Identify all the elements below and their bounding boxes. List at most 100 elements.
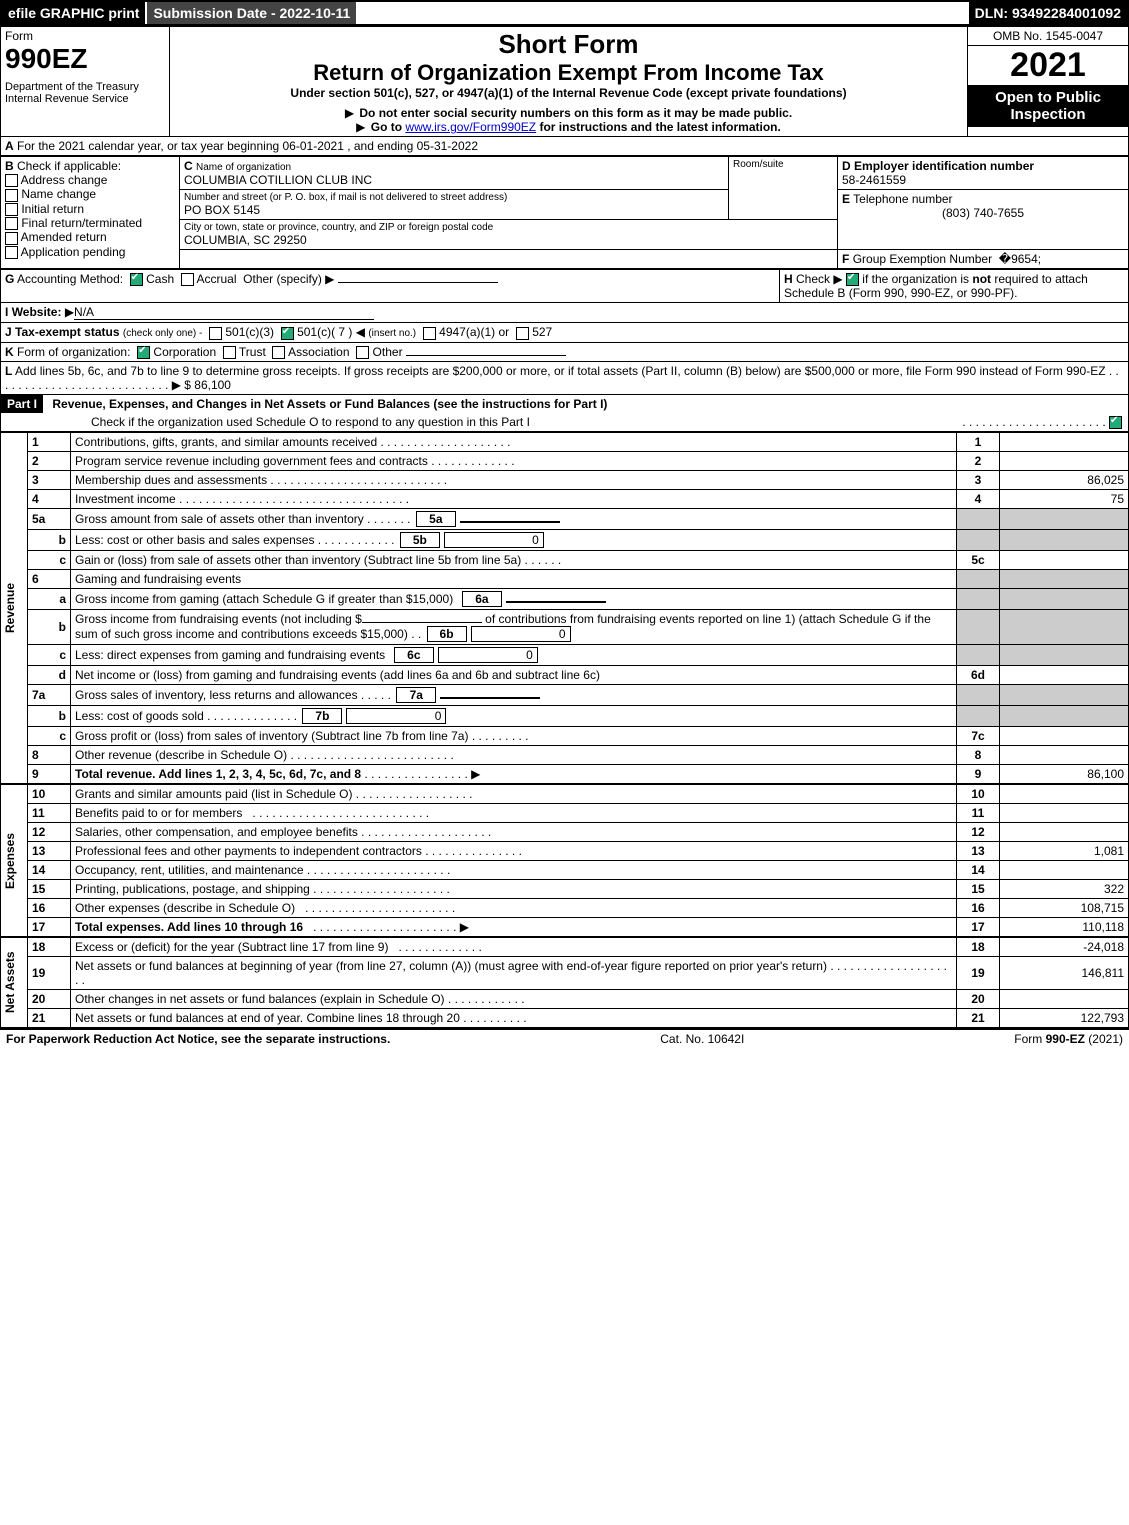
net-assets-section: Net Assets 18Excess or (deficit) for the… (0, 937, 1129, 1028)
revenue-side-label: Revenue (0, 432, 28, 784)
line-2-desc: Program service revenue including govern… (75, 454, 428, 468)
line-15: 15Printing, publications, postage, and s… (28, 879, 1129, 898)
top-header-bar: efile GRAPHIC print Submission Date - 20… (0, 0, 1129, 26)
section-h-not: not (972, 272, 991, 286)
line-11-val (1000, 803, 1129, 822)
checkbox-accrual[interactable] (181, 273, 194, 286)
line-1-desc: Contributions, gifts, grants, and simila… (75, 435, 377, 449)
line-6a-desc: Gross income from gaming (attach Schedul… (75, 592, 453, 606)
line-20-val (1000, 989, 1129, 1008)
line-6c-mini: 0 (438, 647, 538, 663)
line-3-desc: Membership dues and assessments (75, 473, 267, 487)
line-6b-blank[interactable] (362, 622, 482, 623)
opt-name-change: Name change (21, 187, 96, 201)
line-15-val: 322 (1000, 879, 1129, 898)
checkbox-address-change[interactable] (5, 174, 18, 187)
line-16-desc: Other expenses (describe in Schedule O) (75, 901, 295, 915)
line-6a: aGross income from gaming (attach Schedu… (28, 588, 1129, 609)
section-d-label: Employer identification number (854, 159, 1034, 173)
line-5b: bLess: cost or other basis and sales exp… (28, 529, 1129, 550)
other-specify-input[interactable] (338, 282, 498, 283)
line-13-val: 1,081 (1000, 841, 1129, 860)
checkbox-schedule-b-not-required[interactable] (846, 273, 859, 286)
line-5b-desc: Less: cost or other basis and sales expe… (75, 533, 314, 547)
city-label: City or town, state or province, country… (184, 222, 833, 233)
line-14-val (1000, 860, 1129, 879)
section-a-text: For the 2021 calendar year, or tax year … (17, 139, 478, 153)
title-short-form: Short Form (174, 29, 963, 60)
checkbox-schedule-o-used[interactable] (1109, 416, 1122, 429)
checkbox-501c[interactable] (281, 327, 294, 340)
line-1: 1Contributions, gifts, grants, and simil… (28, 432, 1129, 451)
org-city: COLUMBIA, SC 29250 (184, 233, 833, 247)
opt-501c: 501(c)( 7 ) (297, 325, 352, 339)
section-j-note: (check only one) - (123, 328, 202, 339)
line-14: 14Occupancy, rent, utilities, and mainte… (28, 860, 1129, 879)
line-6d-desc: Net income or (loss) from gaming and fun… (75, 668, 600, 682)
form-number: 990EZ (5, 43, 165, 75)
line-21: 21Net assets or fund balances at end of … (28, 1008, 1129, 1027)
checkbox-cash[interactable] (130, 273, 143, 286)
line-8-val (1000, 745, 1129, 764)
checkbox-application-pending[interactable] (5, 246, 18, 259)
checkbox-amended-return[interactable] (5, 232, 18, 245)
checkbox-name-change[interactable] (5, 189, 18, 202)
checkbox-corporation[interactable] (137, 346, 150, 359)
line-9: 9Total revenue. Add lines 1, 2, 3, 4, 5c… (28, 764, 1129, 783)
line-20: 20Other changes in net assets or fund ba… (28, 989, 1129, 1008)
section-i-label: Website: (12, 305, 62, 319)
line-6-desc: Gaming and fundraising events (75, 572, 241, 586)
line-20-desc: Other changes in net assets or fund bala… (75, 992, 445, 1006)
form-footer: 990-EZ (1046, 1032, 1085, 1046)
checkbox-trust[interactable] (223, 346, 236, 359)
room-suite-label: Room/suite (733, 159, 784, 170)
line-7a-desc: Gross sales of inventory, less returns a… (75, 688, 358, 702)
checkbox-527[interactable] (516, 327, 529, 340)
opt-application-pending: Application pending (21, 245, 126, 259)
part-i-title: Revenue, Expenses, and Changes in Net As… (46, 397, 607, 411)
opt-501c3: 501(c)(3) (225, 325, 274, 339)
part-i-check-note: Check if the organization used Schedule … (91, 415, 530, 429)
checkbox-final-return[interactable] (5, 217, 18, 230)
checkbox-other-org[interactable] (356, 346, 369, 359)
line-7b: bLess: cost of goods sold . . . . . . . … (28, 705, 1129, 726)
section-l-text: Add lines 5b, 6c, and 7b to line 9 to de… (15, 364, 1106, 378)
title-return: Return of Organization Exempt From Incom… (174, 60, 963, 86)
section-k-label: Form of organization: (17, 345, 130, 359)
other-org-input[interactable] (406, 355, 566, 356)
net-assets-side-label: Net Assets (0, 937, 28, 1028)
section-j-label: Tax-exempt status (15, 325, 119, 339)
opt-association: Association (288, 345, 349, 359)
tax-year: 2021 (968, 46, 1128, 85)
line-10: 10Grants and similar amounts paid (list … (28, 784, 1129, 803)
section-f-label: Group Exemption Number (853, 252, 992, 266)
phone-value: (803) 740-7655 (842, 206, 1124, 220)
org-name: COLUMBIA COTILLION CLUB INC (184, 173, 724, 187)
line-7b-mini: 0 (346, 708, 446, 724)
checkbox-501c3[interactable] (209, 327, 222, 340)
opt-address-change: Address change (21, 173, 108, 187)
line-6b-desc-pre: Gross income from fundraising events (no… (75, 612, 362, 626)
efile-graphic-print: efile GRAPHIC print (2, 2, 145, 24)
omb-number: OMB No. 1545-0047 (968, 27, 1128, 46)
expenses-section: Expenses 10Grants and similar amounts pa… (0, 784, 1129, 937)
opt-accrual: Accrual (196, 272, 236, 286)
line-11-desc: Benefits paid to or for members (75, 806, 242, 820)
line-5a: 5aGross amount from sale of assets other… (28, 508, 1129, 529)
checkbox-association[interactable] (272, 346, 285, 359)
irs-form-link[interactable]: www.irs.gov/Form990EZ (405, 120, 536, 134)
line-19-desc: Net assets or fund balances at beginning… (75, 959, 827, 973)
line-21-val: 122,793 (1000, 1008, 1129, 1027)
line-21-desc: Net assets or fund balances at end of ye… (75, 1011, 460, 1025)
line-17: 17Total expenses. Add lines 10 through 1… (28, 917, 1129, 936)
checkbox-4947a1[interactable] (423, 327, 436, 340)
line-7a-mini (440, 697, 540, 699)
checkbox-initial-return[interactable] (5, 203, 18, 216)
line-7b-desc: Less: cost of goods sold (75, 709, 204, 723)
line-8: 8Other revenue (describe in Schedule O) … (28, 745, 1129, 764)
section-a: A For the 2021 calendar year, or tax yea… (0, 137, 1129, 156)
opt-cash: Cash (146, 272, 174, 286)
line-11: 11Benefits paid to or for members . . . … (28, 803, 1129, 822)
line-13-desc: Professional fees and other payments to … (75, 844, 422, 858)
line-7c-val (1000, 726, 1129, 745)
